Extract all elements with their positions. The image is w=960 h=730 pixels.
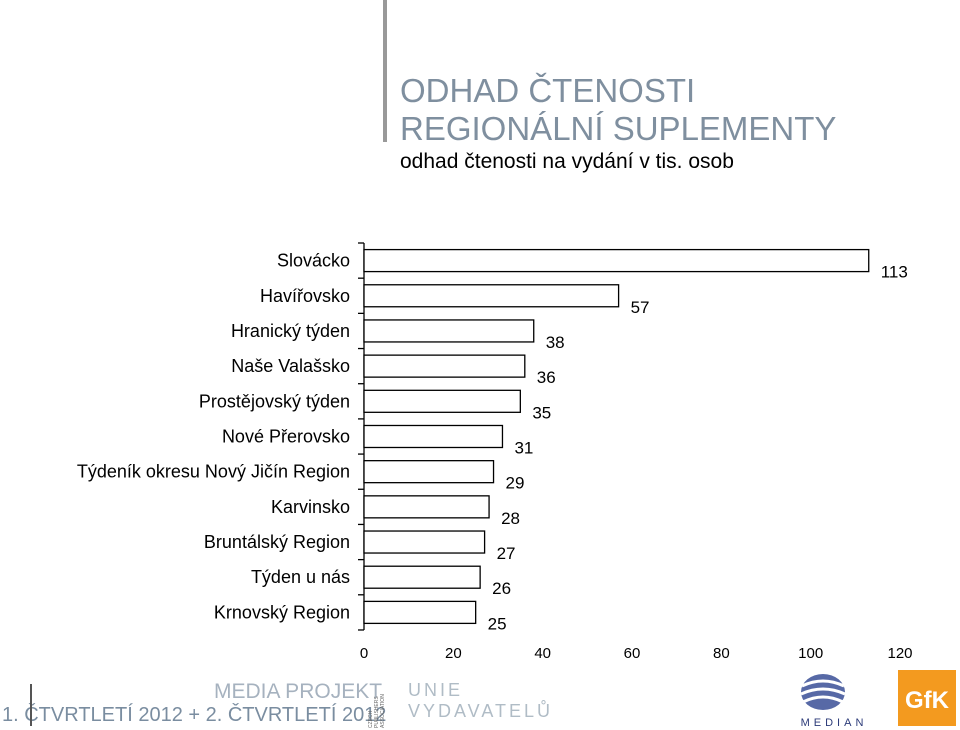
median-globe-icon <box>800 674 846 710</box>
bar <box>363 248 870 273</box>
gfk-text: GfK <box>905 687 950 714</box>
x-tick-label: 0 <box>360 645 368 662</box>
bar <box>363 284 620 308</box>
bar <box>363 354 526 378</box>
x-tick-label: 60 <box>624 645 641 662</box>
category-label: Bruntálský Region <box>204 532 350 552</box>
page-subtitle: odhad čtenosti na vydání v tis. osob <box>400 150 734 173</box>
bar <box>363 565 481 589</box>
bar-chart: Slovácko 113 Havířovsko 57 Hranický týden 38 N… <box>77 242 913 662</box>
title-line-2: REGIONÁLNÍ SUPLEMENTY <box>400 110 837 147</box>
association-text: CZECH PUBLISHERS ASSOCIATION <box>368 694 386 728</box>
footer-period: 1. ČTVRTLETÍ 2012 + 2. ČTVRTLETÍ 2012 <box>2 704 387 726</box>
data-label: 113 <box>881 263 908 282</box>
x-tick-label: 120 <box>887 645 912 662</box>
data-label: 38 <box>546 333 565 352</box>
category-label: Prostějovský týden <box>199 391 350 411</box>
data-label: 31 <box>514 438 533 457</box>
data-label: 36 <box>537 368 556 387</box>
x-tick-label: 100 <box>798 645 823 662</box>
data-label: 29 <box>506 474 525 493</box>
bar <box>363 389 521 413</box>
bar <box>363 600 477 625</box>
data-label: 25 <box>488 614 507 633</box>
category-label: Týden u nás <box>251 567 350 587</box>
category-label: Nové Přerovsko <box>222 426 350 446</box>
data-label: 35 <box>532 403 551 422</box>
bar <box>363 424 504 449</box>
category-label: Týdeník okresu Nový Jičín Region <box>77 462 350 482</box>
category-label: Krnovský Region <box>214 602 350 622</box>
data-label: 57 <box>631 298 650 317</box>
bar <box>363 495 490 519</box>
category-label: Naše Valašsko <box>231 356 350 376</box>
category-label: Slovácko <box>277 251 350 271</box>
category-label: Havířovsko <box>260 286 350 306</box>
union-logo-line-2: VYDAVATELŮ <box>408 701 554 721</box>
data-label: 27 <box>497 544 516 563</box>
median-logo: MEDIAN <box>800 674 868 729</box>
x-tick-label: 40 <box>534 645 551 662</box>
x-tick-label: 20 <box>445 645 462 662</box>
association-logo: CZECH PUBLISHERS ASSOCIATION <box>368 680 396 728</box>
gfk-logo: GfK <box>898 670 956 726</box>
category-label: Karvinsko <box>271 497 350 517</box>
median-text: MEDIAN <box>801 717 868 729</box>
title-line-1: ODHAD ČTENOSTI <box>400 72 696 109</box>
x-tick-label: 80 <box>713 645 730 662</box>
category-label: Hranický týden <box>231 321 350 341</box>
bar <box>363 319 535 343</box>
page-title: ODHAD ČTENOSTI REGIONÁLNÍ SUPLEMENTY <box>400 72 836 148</box>
footer-project: MEDIA PROJEKT <box>214 680 383 703</box>
bar <box>363 460 495 484</box>
union-logo-line-1: UNIE <box>408 680 464 700</box>
header-divider <box>383 0 387 142</box>
data-label: 28 <box>501 509 520 528</box>
data-label: 26 <box>492 579 511 598</box>
bar <box>363 530 486 554</box>
association-divider <box>30 684 32 726</box>
